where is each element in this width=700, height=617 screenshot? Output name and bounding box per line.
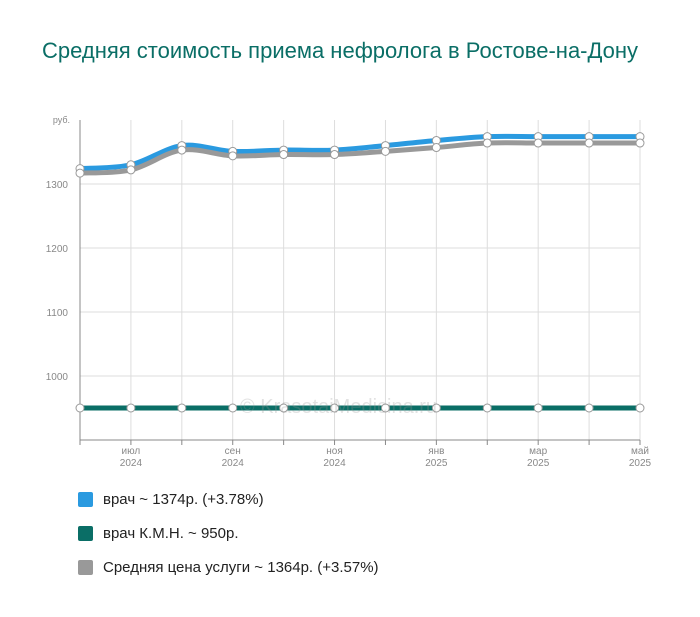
- data-point: [482, 138, 492, 148]
- data-point: [431, 143, 441, 153]
- data-point: [380, 146, 390, 156]
- y-axis-unit: руб.: [53, 115, 70, 125]
- legend-label: Средняя цена услуги ~ 1364р. (+3.57%): [103, 558, 379, 576]
- data-point: [75, 403, 85, 413]
- watermark: © KrasotaiMedicina.ru: [240, 396, 438, 418]
- data-point: [228, 403, 238, 413]
- data-point: [380, 403, 390, 413]
- x-tick-label-month: май: [631, 446, 649, 457]
- data-point: [584, 403, 594, 413]
- chart-title: Средняя стоимость приема нефролога в Рос…: [42, 38, 639, 63]
- data-point: [279, 150, 289, 160]
- x-tick-label-year: 2025: [425, 458, 448, 469]
- data-point: [177, 403, 187, 413]
- data-point: [533, 138, 543, 148]
- data-point: [635, 138, 645, 148]
- data-point: [279, 403, 289, 413]
- chart-legend: врач ~ 1374р. (+3.78%) врач К.М.Н. ~ 950…: [78, 482, 379, 584]
- legend-item-doctor-phd[interactable]: врач К.М.Н. ~ 950р.: [78, 516, 379, 550]
- x-tick-label-year: 2024: [120, 458, 143, 469]
- data-point: [126, 403, 136, 413]
- x-tick-label-month: янв: [428, 446, 444, 457]
- legend-label: врач ~ 1374р. (+3.78%): [103, 490, 264, 508]
- data-point: [635, 403, 645, 413]
- data-point: [75, 168, 85, 178]
- y-tick-label: 1100: [46, 308, 68, 319]
- legend-swatch-icon: [78, 559, 93, 575]
- y-tick-label: 1200: [46, 244, 69, 255]
- x-tick-label-month: мар: [529, 446, 547, 457]
- x-tick-label-month: ноя: [326, 446, 343, 457]
- x-tick-label-month: сен: [225, 446, 241, 457]
- data-point: [431, 403, 441, 413]
- y-tick-label: 1300: [46, 180, 69, 191]
- legend-swatch-icon: [78, 525, 93, 541]
- x-tick-label-year: 2024: [323, 458, 346, 469]
- data-point: [228, 151, 238, 161]
- legend-item-average[interactable]: Средняя цена услуги ~ 1364р. (+3.57%): [78, 550, 379, 584]
- data-point: [584, 138, 594, 148]
- x-tick-label-month: июл: [122, 446, 141, 457]
- x-tick-label-year: 2025: [527, 458, 550, 469]
- data-point: [330, 150, 340, 160]
- data-point: [330, 403, 340, 413]
- data-point: [482, 403, 492, 413]
- data-point: [177, 145, 187, 155]
- x-tick-label-year: 2024: [222, 458, 245, 469]
- x-tick-label-year: 2025: [629, 458, 652, 469]
- y-tick-label: 1000: [46, 372, 69, 383]
- legend-swatch-icon: [78, 491, 93, 507]
- data-point: [533, 403, 543, 413]
- legend-item-doctor[interactable]: врач ~ 1374р. (+3.78%): [78, 482, 379, 516]
- data-point: [126, 165, 136, 175]
- legend-label: врач К.М.Н. ~ 950р.: [103, 524, 239, 542]
